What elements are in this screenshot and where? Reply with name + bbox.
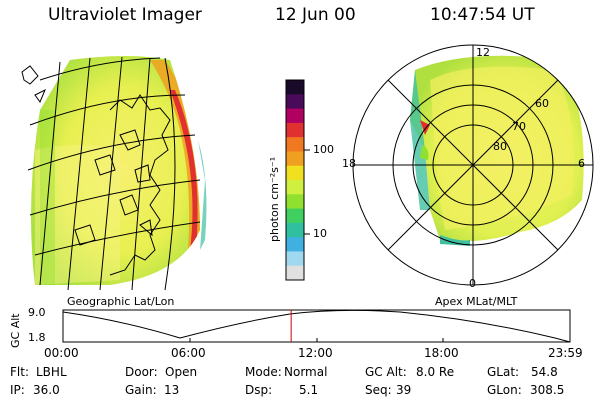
xtick-1800: 18:00: [424, 346, 459, 360]
mlt-label-12: 12: [476, 46, 490, 59]
geographic-caption: Geographic Lat/Lon: [67, 295, 175, 308]
colorbar-segment: [286, 151, 304, 167]
colorbar-segment: [286, 208, 304, 224]
altitude-ylabel: GC Alt: [9, 313, 22, 348]
altitude-plot: [62, 309, 571, 343]
colorbar-segment: [286, 265, 304, 281]
door-label: Door:: [125, 365, 158, 379]
mlat-label-60: 60: [535, 97, 549, 110]
colorbar-tick-label-10: 10: [313, 227, 327, 240]
glon-label: GLon:: [487, 383, 522, 397]
glon-value: 308.5: [530, 383, 565, 397]
dsp-label: Dsp:: [245, 383, 273, 397]
altitude-ytick-low: 1.8: [28, 331, 46, 344]
time-label: 10:47:54 UT: [430, 5, 535, 25]
mode-label: Mode:: [245, 365, 282, 379]
filter-label: Flt:: [10, 365, 29, 379]
colorbar-segment: [286, 108, 304, 124]
ip-value: 36.0: [33, 383, 60, 397]
colorbar-segment: [286, 222, 304, 238]
colorbar-segment: [286, 180, 304, 195]
instrument-title: Ultraviolet Imager: [48, 5, 202, 25]
colorbar-segment: [286, 94, 304, 110]
seq-label: Seq:: [365, 383, 392, 397]
xtick-0000: 00:00: [44, 346, 79, 360]
colorbar-segment: [286, 251, 304, 267]
date-label: 12 Jun 00: [275, 5, 356, 25]
mode-value: Normal: [284, 365, 328, 379]
door-value: Open: [165, 365, 198, 379]
colorbar-frame: [285, 79, 305, 281]
coastlines: [21, 65, 171, 276]
colorbar-segment: [286, 237, 304, 252]
xtick-0600: 06:00: [171, 346, 206, 360]
mlat-label-70: 70: [512, 120, 526, 133]
colorbar-segment: [286, 80, 304, 95]
xtick-2359: 23:59: [548, 346, 583, 360]
colorbar-label: photon cm⁻²s⁻¹: [268, 156, 281, 242]
colorbar-segment: [286, 194, 304, 210]
geographic-map: [21, 56, 207, 291]
polar-map: [352, 44, 594, 286]
colorbar-tick-label-100: 100: [313, 143, 334, 156]
colorbar-segment: [286, 137, 304, 152]
apex-caption: Apex MLat/MLT: [435, 295, 518, 308]
glat-value: 54.8: [531, 365, 558, 379]
mlt-label-6: 6: [578, 157, 585, 170]
lat-lon-grid: [27, 56, 201, 291]
seq-value: 39: [396, 383, 412, 397]
gc-alt-value: 8.0 Re: [416, 365, 455, 379]
gc-alt-label: GC Alt:: [365, 365, 407, 379]
dsp-value: 5.1: [299, 383, 319, 397]
mlt-label-0: 0: [469, 277, 476, 290]
glat-label: GLat:: [487, 365, 520, 379]
ip-label: IP:: [10, 383, 25, 397]
altitude-curve: [62, 309, 571, 343]
mlt-label-18: 18: [342, 157, 356, 170]
mlat-label-80: 80: [493, 140, 507, 153]
gain-label: Gain:: [125, 383, 157, 397]
colorbar-segment: [286, 165, 304, 181]
gain-value: 13: [164, 383, 180, 397]
filter-value: LBHL: [36, 365, 67, 379]
colorbar: [286, 80, 304, 281]
colorbar-segment: [286, 122, 304, 138]
x-tick-marks: [62, 338, 571, 342]
altitude-ytick-high: 9.0: [28, 306, 46, 319]
xtick-1200: 12:00: [298, 346, 333, 360]
